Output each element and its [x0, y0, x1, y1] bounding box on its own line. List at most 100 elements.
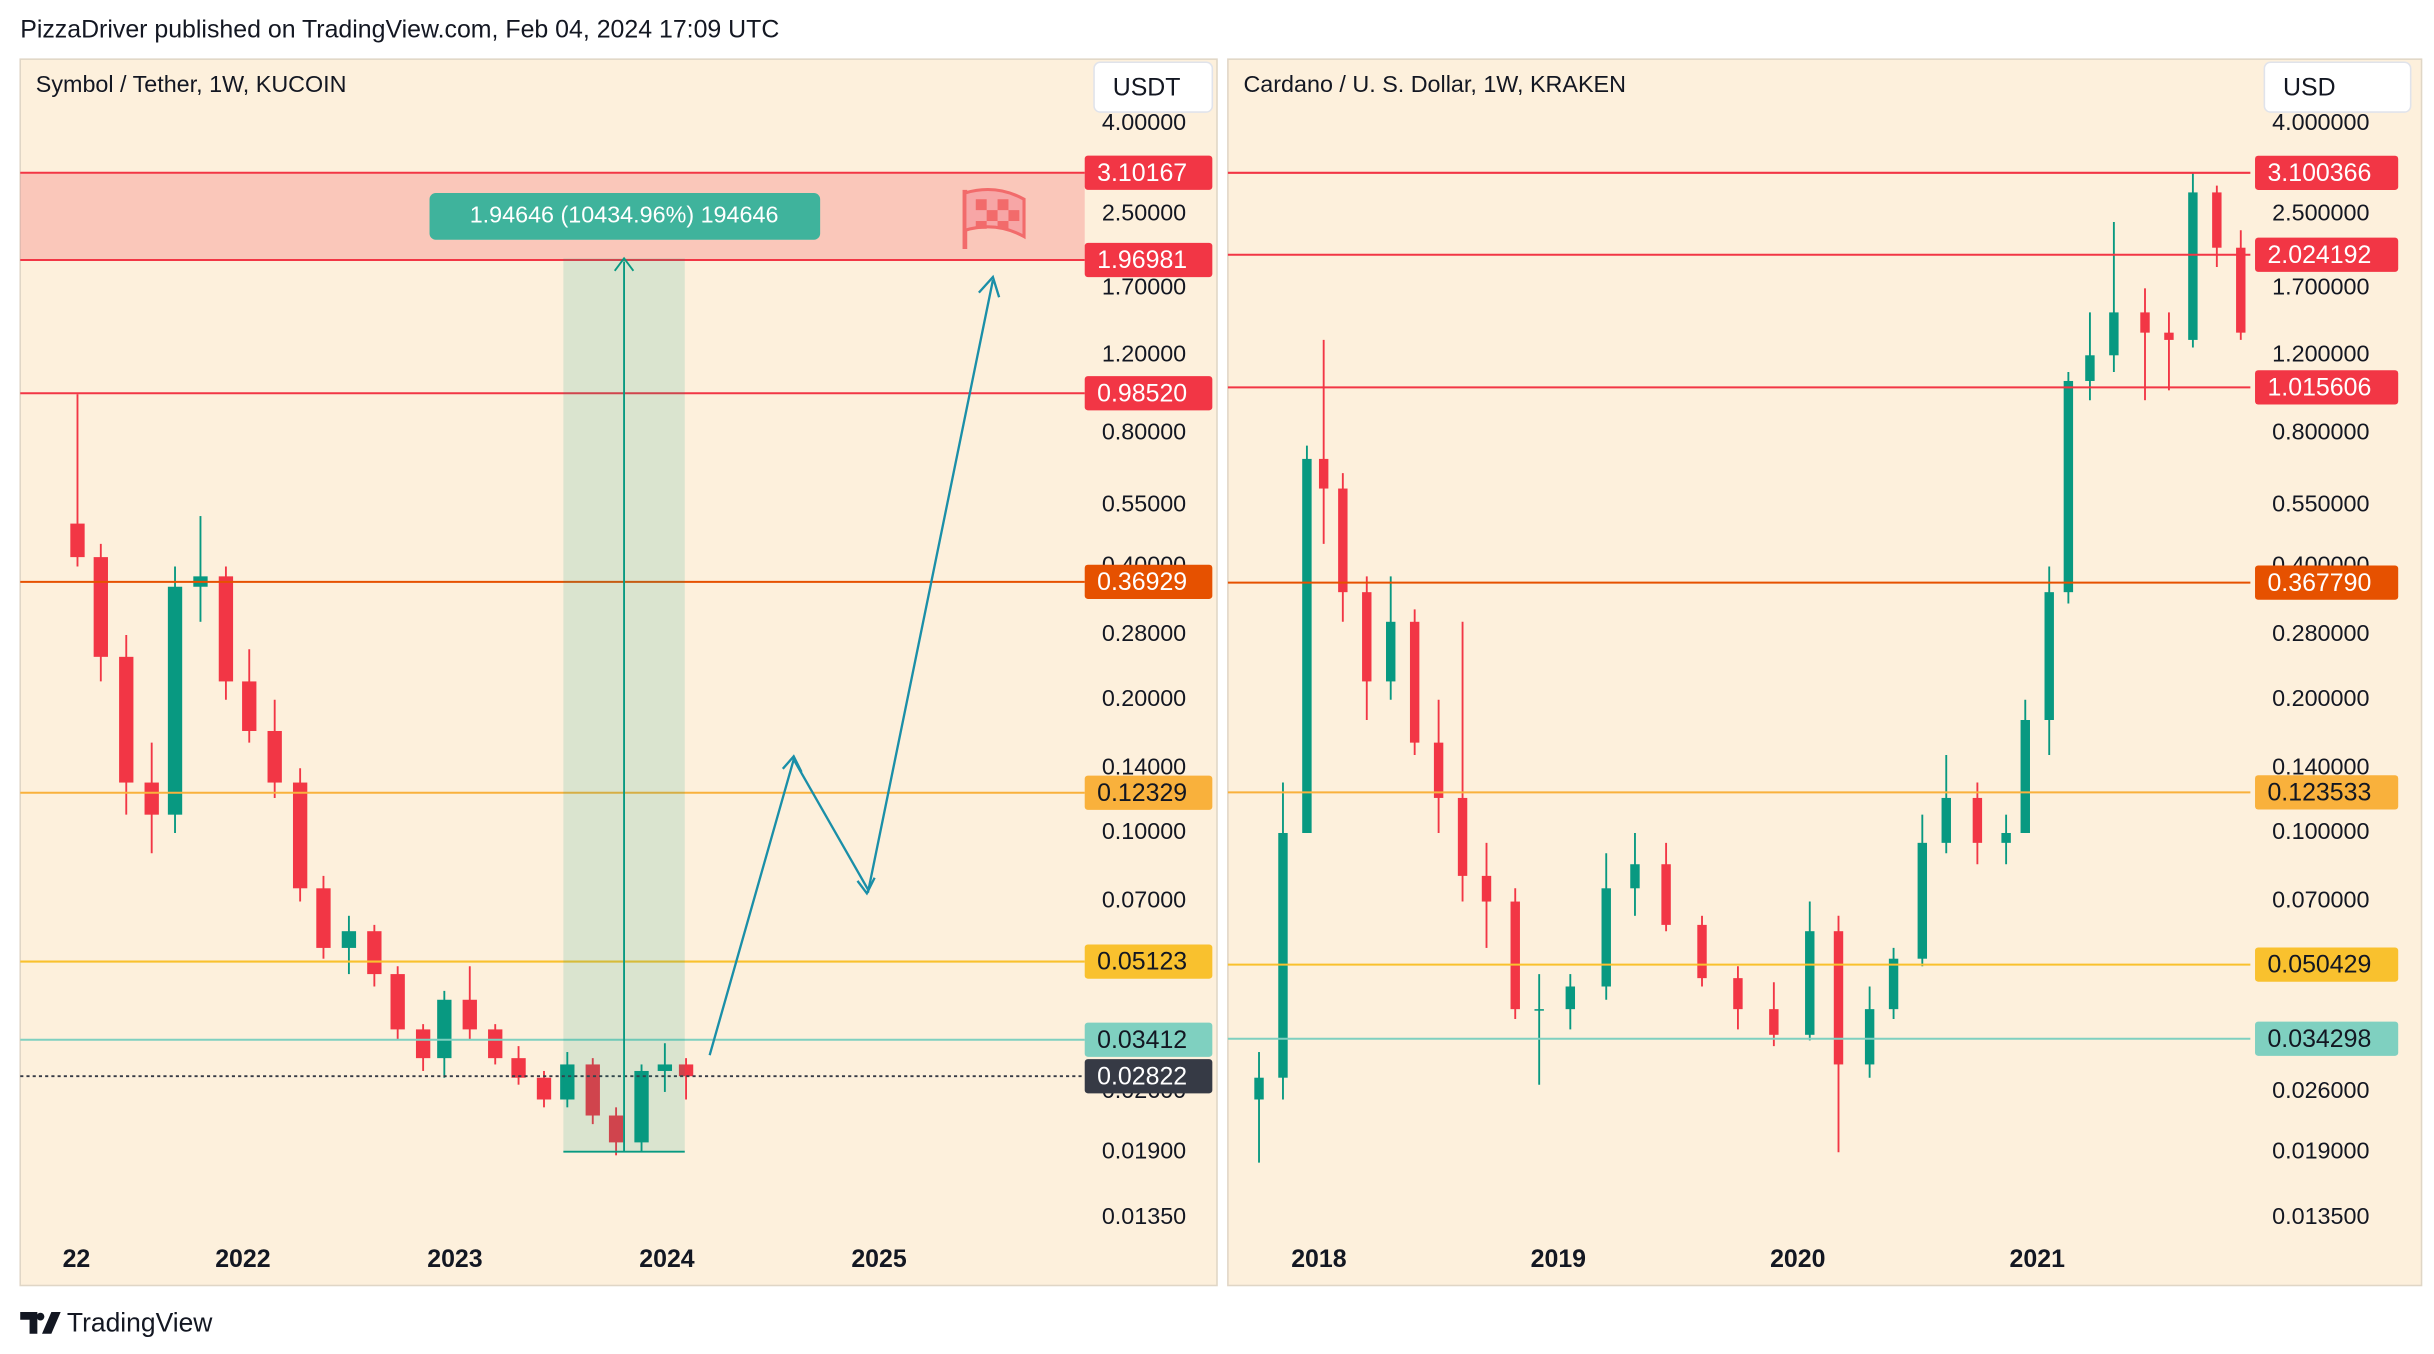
candle-body [2164, 332, 2174, 340]
y-tick-label: 0.10000 [1102, 818, 1186, 844]
candle-body [2063, 380, 2074, 593]
candle-body [462, 999, 477, 1030]
y-tick-label: 0.14000 [1102, 753, 1186, 779]
candle-body [1888, 958, 1899, 1010]
candle-body [2188, 192, 2198, 340]
candle-body [2085, 355, 2095, 381]
candle-body [292, 782, 308, 889]
candle-body [1805, 931, 1815, 1035]
candle-body [1565, 986, 1576, 1010]
right-panel [1227, 58, 2423, 1287]
candle-body [678, 1064, 694, 1077]
y-tick-label: 0.026000 [2272, 1077, 2369, 1103]
x-tick-label: 2018 [1291, 1245, 1347, 1273]
projection-arrowhead [978, 274, 1001, 298]
y-tick-label: 0.20000 [1102, 685, 1186, 711]
candle-body [1386, 621, 1396, 682]
candle-body [93, 557, 108, 657]
candle-body [1409, 621, 1420, 743]
price-level-tag [2255, 370, 2399, 405]
y-tick-label: 0.013500 [2272, 1203, 2369, 1229]
y-tick-label: 1.700000 [2272, 274, 2369, 300]
candle-body [242, 681, 257, 731]
y-tick-label: 0.019000 [2272, 1137, 2369, 1163]
candle-body [2109, 312, 2119, 356]
candle-body [1481, 875, 1492, 902]
candle-body [1254, 1077, 1264, 1100]
price-level-label: 0.034298 [2267, 1025, 2371, 1053]
candle-body [585, 1064, 600, 1116]
target-flag-icon [962, 187, 1026, 250]
candle-body [1362, 592, 1372, 682]
footer-brand: TradingView [67, 1307, 213, 1337]
candle-body [634, 1070, 649, 1143]
candle-body [2140, 312, 2150, 333]
y-tick-label: 0.01900 [1102, 1137, 1186, 1163]
candle-body [488, 1029, 503, 1059]
price-level-label: 2.024192 [2267, 241, 2371, 269]
price-level-label: 0.123533 [2267, 778, 2371, 806]
tradingview-logo [20, 1311, 61, 1334]
price-level-label: 0.02822 [1097, 1062, 1187, 1090]
currency-button [1093, 61, 1214, 113]
candle-body [1833, 931, 1844, 1065]
candle-body [70, 523, 85, 558]
price-level-label: 0.05123 [1097, 948, 1187, 976]
measure-arrowhead [613, 256, 635, 272]
y-tick-label: 0.280000 [2272, 620, 2369, 646]
candle-body [2001, 832, 2011, 843]
candle-body [2020, 719, 2030, 833]
candle-body [1534, 1009, 1544, 1011]
chart-title: Symbol / Tether, 1W, KUCOIN [36, 71, 347, 97]
candle-body [218, 576, 234, 682]
price-level-label: 0.98520 [1097, 379, 1187, 407]
price-level-tag [1084, 155, 1213, 190]
x-tick-label: 2024 [639, 1245, 695, 1273]
y-tick-label: 0.070000 [2272, 887, 2369, 913]
measure-label: 1.94646 (10434.96%) 194646 [470, 202, 779, 228]
y-tick-label: 0.800000 [2272, 418, 2369, 444]
candle-body [144, 782, 159, 815]
y-tick-label: 0.100000 [2272, 818, 2369, 844]
price-level-label: 0.367790 [2267, 569, 2371, 597]
y-tick-label: 0.140000 [2272, 753, 2369, 779]
y-tick-label: 0.200000 [2272, 685, 2369, 711]
candle-body [267, 730, 282, 783]
price-level-tag [1084, 1059, 1213, 1094]
y-tick-label: 0.550000 [2272, 490, 2369, 516]
y-tick-label: 4.000000 [2272, 109, 2369, 135]
candle-body [1601, 888, 1611, 987]
price-level-tag [1084, 1022, 1213, 1057]
candle-body [2044, 592, 2054, 720]
price-level-label: 1.015606 [2267, 374, 2371, 402]
price-level-tag [1084, 376, 1213, 411]
annotations: 1.94646 (10434.96%) 194646 [429, 187, 1026, 1153]
price-level-tag [2255, 1021, 2399, 1056]
price-level-tag [1084, 775, 1213, 810]
y-tick-label: 1.20000 [1102, 340, 1186, 366]
x-tick-label: 2023 [427, 1245, 482, 1273]
candle-body [1302, 458, 1312, 833]
price-level-label: 0.050429 [2267, 951, 2371, 979]
x-tick-label: 22 [63, 1245, 91, 1273]
candle-body [1338, 488, 1348, 593]
price-level-label: 0.36929 [1097, 568, 1187, 596]
currency-label: USDT [1113, 73, 1181, 101]
currency-button [2263, 61, 2412, 113]
currency-label: USD [2283, 73, 2336, 101]
candle-body [1697, 924, 1707, 979]
price-level-label: 3.100366 [2267, 159, 2371, 187]
candle-body [367, 931, 382, 975]
candle-body [657, 1064, 673, 1071]
price-level-label: 0.03412 [1097, 1026, 1187, 1054]
x-tick-label: 2022 [215, 1245, 270, 1273]
candle-body [1864, 1009, 1875, 1065]
chart-title: Cardano / U. S. Dollar, 1W, KRAKEN [1243, 71, 1625, 97]
y-tick-label: 2.50000 [1102, 199, 1186, 225]
y-tick-label: 0.55000 [1102, 490, 1186, 516]
x-tick-label: 2020 [1770, 1245, 1825, 1273]
candle-body [1630, 864, 1640, 889]
projection-arrowhead [781, 754, 803, 773]
y-tick-label: 1.70000 [1102, 274, 1186, 300]
